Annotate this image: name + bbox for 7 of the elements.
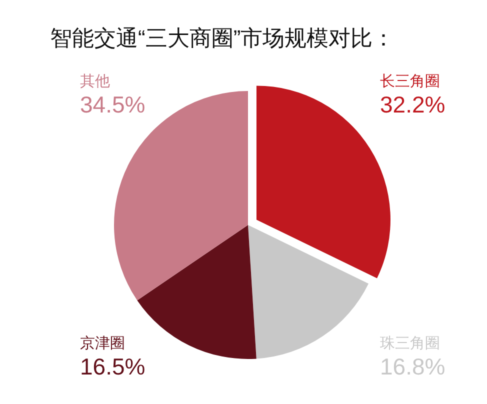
chart-title: 智能交通“三大商圈”市场规模对比： — [50, 26, 395, 50]
data-label: 32.2% — [380, 92, 446, 118]
data-label: 34.5% — [80, 92, 146, 118]
slice-label: 长三角圈 — [380, 73, 440, 90]
slice-label: 京津圈 — [80, 335, 125, 352]
slice-label: 其他 — [80, 73, 110, 90]
data-label: 16.5% — [80, 354, 146, 380]
